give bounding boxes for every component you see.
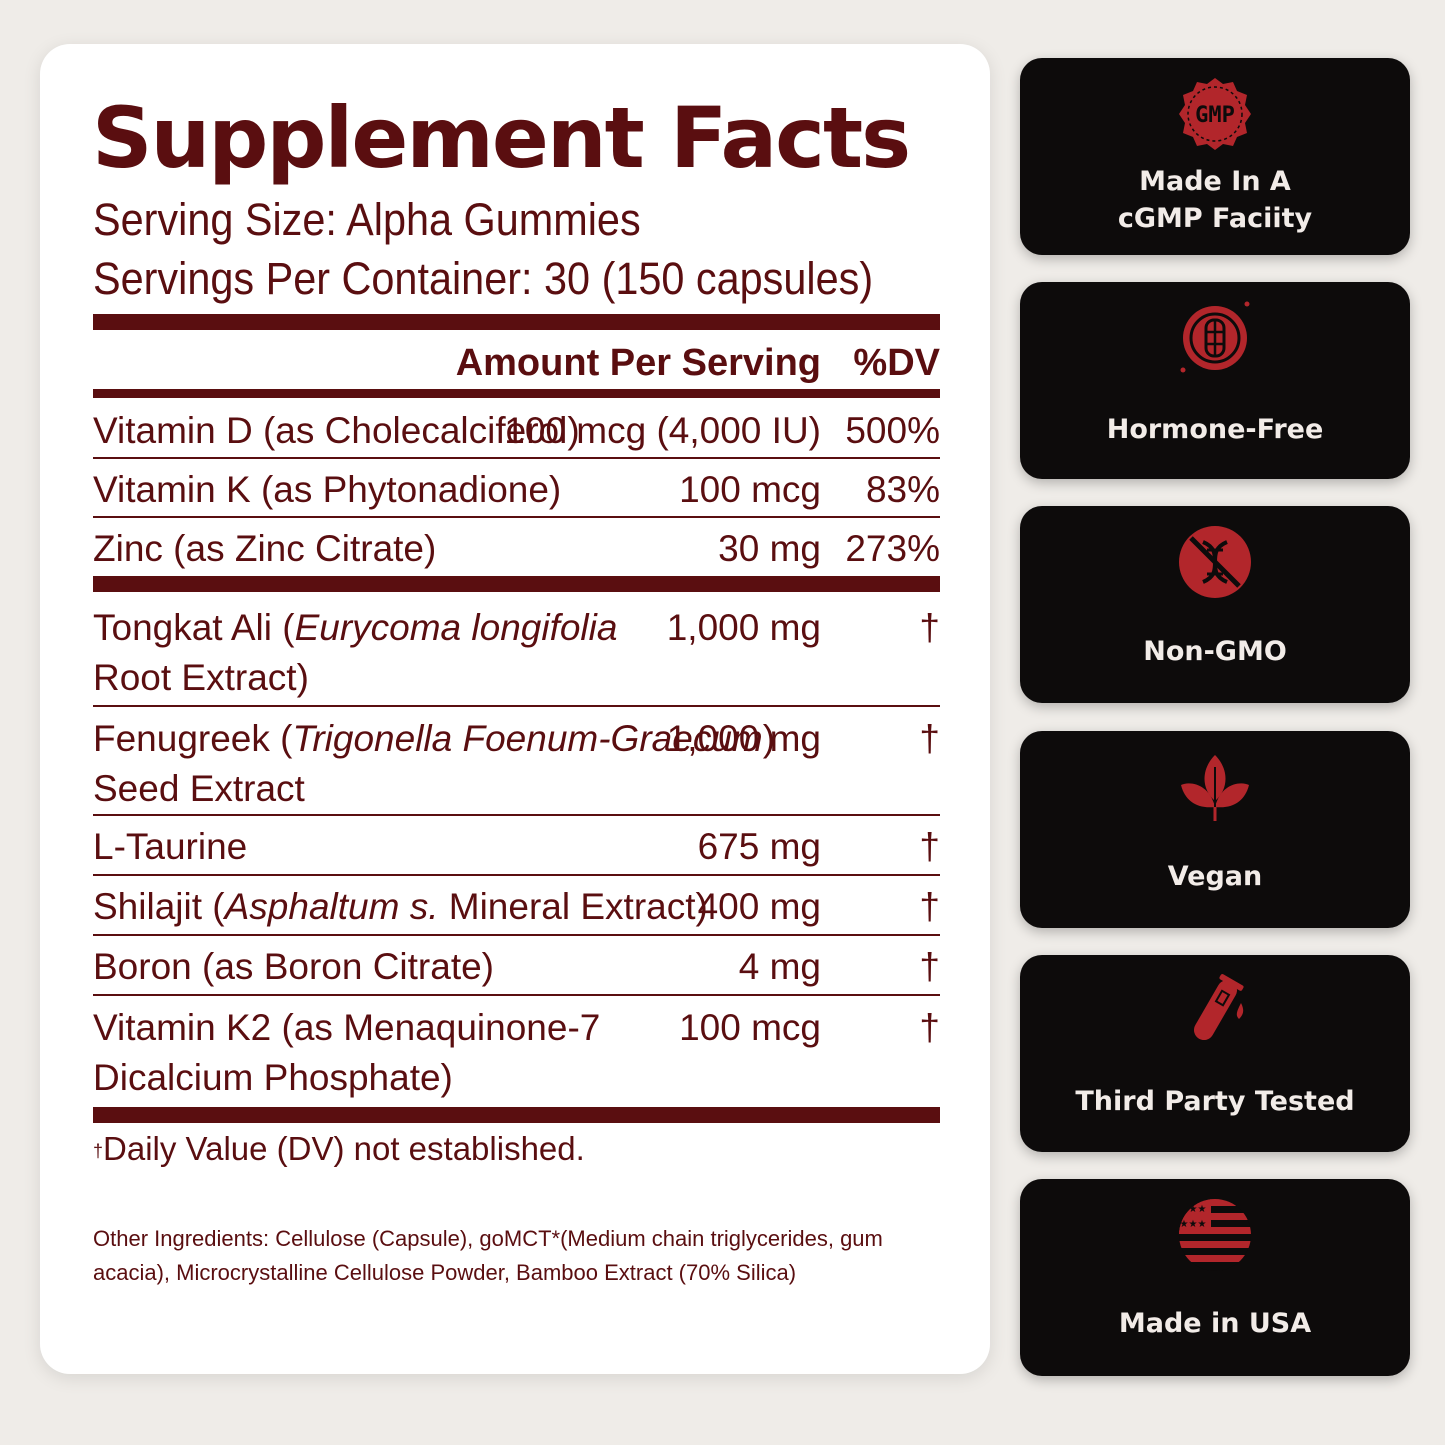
other-ingredients: Other Ingredients: Cellulose (Capsule), … [93, 1226, 883, 1285]
ingredient-name: Boron (as Boron Citrate) [93, 946, 495, 987]
ingredient-dv: 273% [845, 528, 940, 569]
ingredient-name: Vitamin K (as Phytonadione) [93, 469, 562, 510]
ingredient-dv: † [919, 886, 940, 927]
ingredient-name-line2: Seed Extract [93, 768, 305, 809]
divider-thick [93, 314, 940, 330]
ingredient-amount: 100 mcg (4,000 IU) [504, 410, 821, 451]
ingredient-name: Fenugreek (Trigonella Foenum-Graecum) [93, 718, 776, 759]
ingredient-amount: 1,000 mg [666, 607, 821, 648]
ingredient-name: Zinc (as Zinc Citrate) [93, 528, 437, 569]
ingredient-name-line2: Dicalcium Phosphate) [93, 1057, 453, 1098]
serving-size: Serving Size: Alpha Gummies [93, 194, 641, 245]
divider-thick [93, 576, 940, 592]
ingredient-amount: 1,000 mg [666, 718, 821, 759]
ingredient-amount: 400 mg [697, 886, 821, 927]
servings-per-container: Servings Per Container: 30 (150 capsules… [93, 253, 874, 304]
divider-thin [93, 934, 940, 936]
non-gmo-icon [1179, 526, 1251, 598]
vegan-leaf-icon [1181, 755, 1249, 821]
badge-label: Non-GMO [1143, 636, 1287, 667]
divider-thin [93, 874, 940, 876]
badge-cgmp: GMP Made In A cGMP Faciity [1020, 58, 1410, 255]
divider-medium [93, 389, 940, 398]
header-amount-per-serving: Amount Per Serving [455, 342, 821, 384]
divider-thick [93, 1107, 940, 1123]
ingredient-name: Shilajit (Asphaltum s. Mineral Extract) [93, 886, 708, 927]
divider-thin [93, 994, 940, 996]
ingredient-amount: 100 mcg [679, 1007, 821, 1048]
dagger-mark: † [93, 1141, 104, 1161]
badge-third-party-tested: Third Party Tested [1020, 955, 1410, 1152]
badge-made-in-usa: ★★★ ★★★ Made in USA [1020, 1179, 1410, 1376]
ingredient-amount: 4 mg [738, 946, 821, 987]
ingredient-dv: 500% [845, 410, 940, 451]
supplement-facts-panel: Supplement Facts Serving Size: Alpha Gum… [40, 44, 990, 1374]
ingredient-dv: † [919, 826, 940, 867]
ingredient-dv: † [919, 718, 940, 759]
ingredient-name: Vitamin K2 (as Menaquinone-7 [93, 1007, 601, 1048]
divider-thin [93, 516, 940, 518]
svg-text:★★★: ★★★ [1180, 1204, 1207, 1215]
badge-vegan: Vegan [1020, 731, 1410, 928]
ingredient-amount: 100 mcg [679, 469, 821, 510]
ingredient-dv: 83% [865, 469, 940, 510]
divider-thin [93, 705, 940, 707]
ingredient-name: Vitamin D (as Cholecalciferol) [93, 410, 580, 451]
ingredient-amount: 30 mg [718, 528, 821, 569]
badge-label: Vegan [1167, 861, 1263, 892]
gmp-seal-icon: GMP [1179, 78, 1251, 150]
badge-label: Hormone-Free [1106, 414, 1324, 445]
ingredient-name: Tongkat Ali (Eurycoma longifolia [93, 607, 618, 648]
test-tube-icon [1194, 974, 1244, 1041]
badge-label: Third Party Tested [1075, 1086, 1355, 1117]
ingredient-name: L-Taurine [93, 826, 248, 867]
hormone-free-icon [1180, 301, 1250, 373]
divider-thin [93, 457, 940, 459]
page-title: Supplement Facts [92, 89, 911, 187]
ingredient-dv: † [919, 946, 940, 987]
badge-hormone-free: Hormone-Free [1020, 282, 1410, 479]
badge-label: Made In A cGMP Faciity [1117, 166, 1313, 234]
badge-non-gmo: Non-GMO [1020, 506, 1410, 703]
header-dv: %DV [853, 342, 940, 384]
ingredient-name-line2: Root Extract) [93, 657, 309, 698]
usa-flag-icon: ★★★ ★★★ [1179, 1199, 1251, 1271]
ingredient-dv: † [919, 1007, 940, 1048]
dv-footnote: †Daily Value (DV) not established. [93, 1130, 585, 1167]
svg-text:★★★: ★★★ [1180, 1219, 1207, 1230]
badge-label: Made in USA [1118, 1308, 1312, 1339]
ingredient-amount: 675 mg [697, 826, 821, 867]
gmp-seal-text: GMP [1195, 103, 1235, 128]
ingredient-dv: † [919, 607, 940, 648]
divider-thin [93, 814, 940, 816]
